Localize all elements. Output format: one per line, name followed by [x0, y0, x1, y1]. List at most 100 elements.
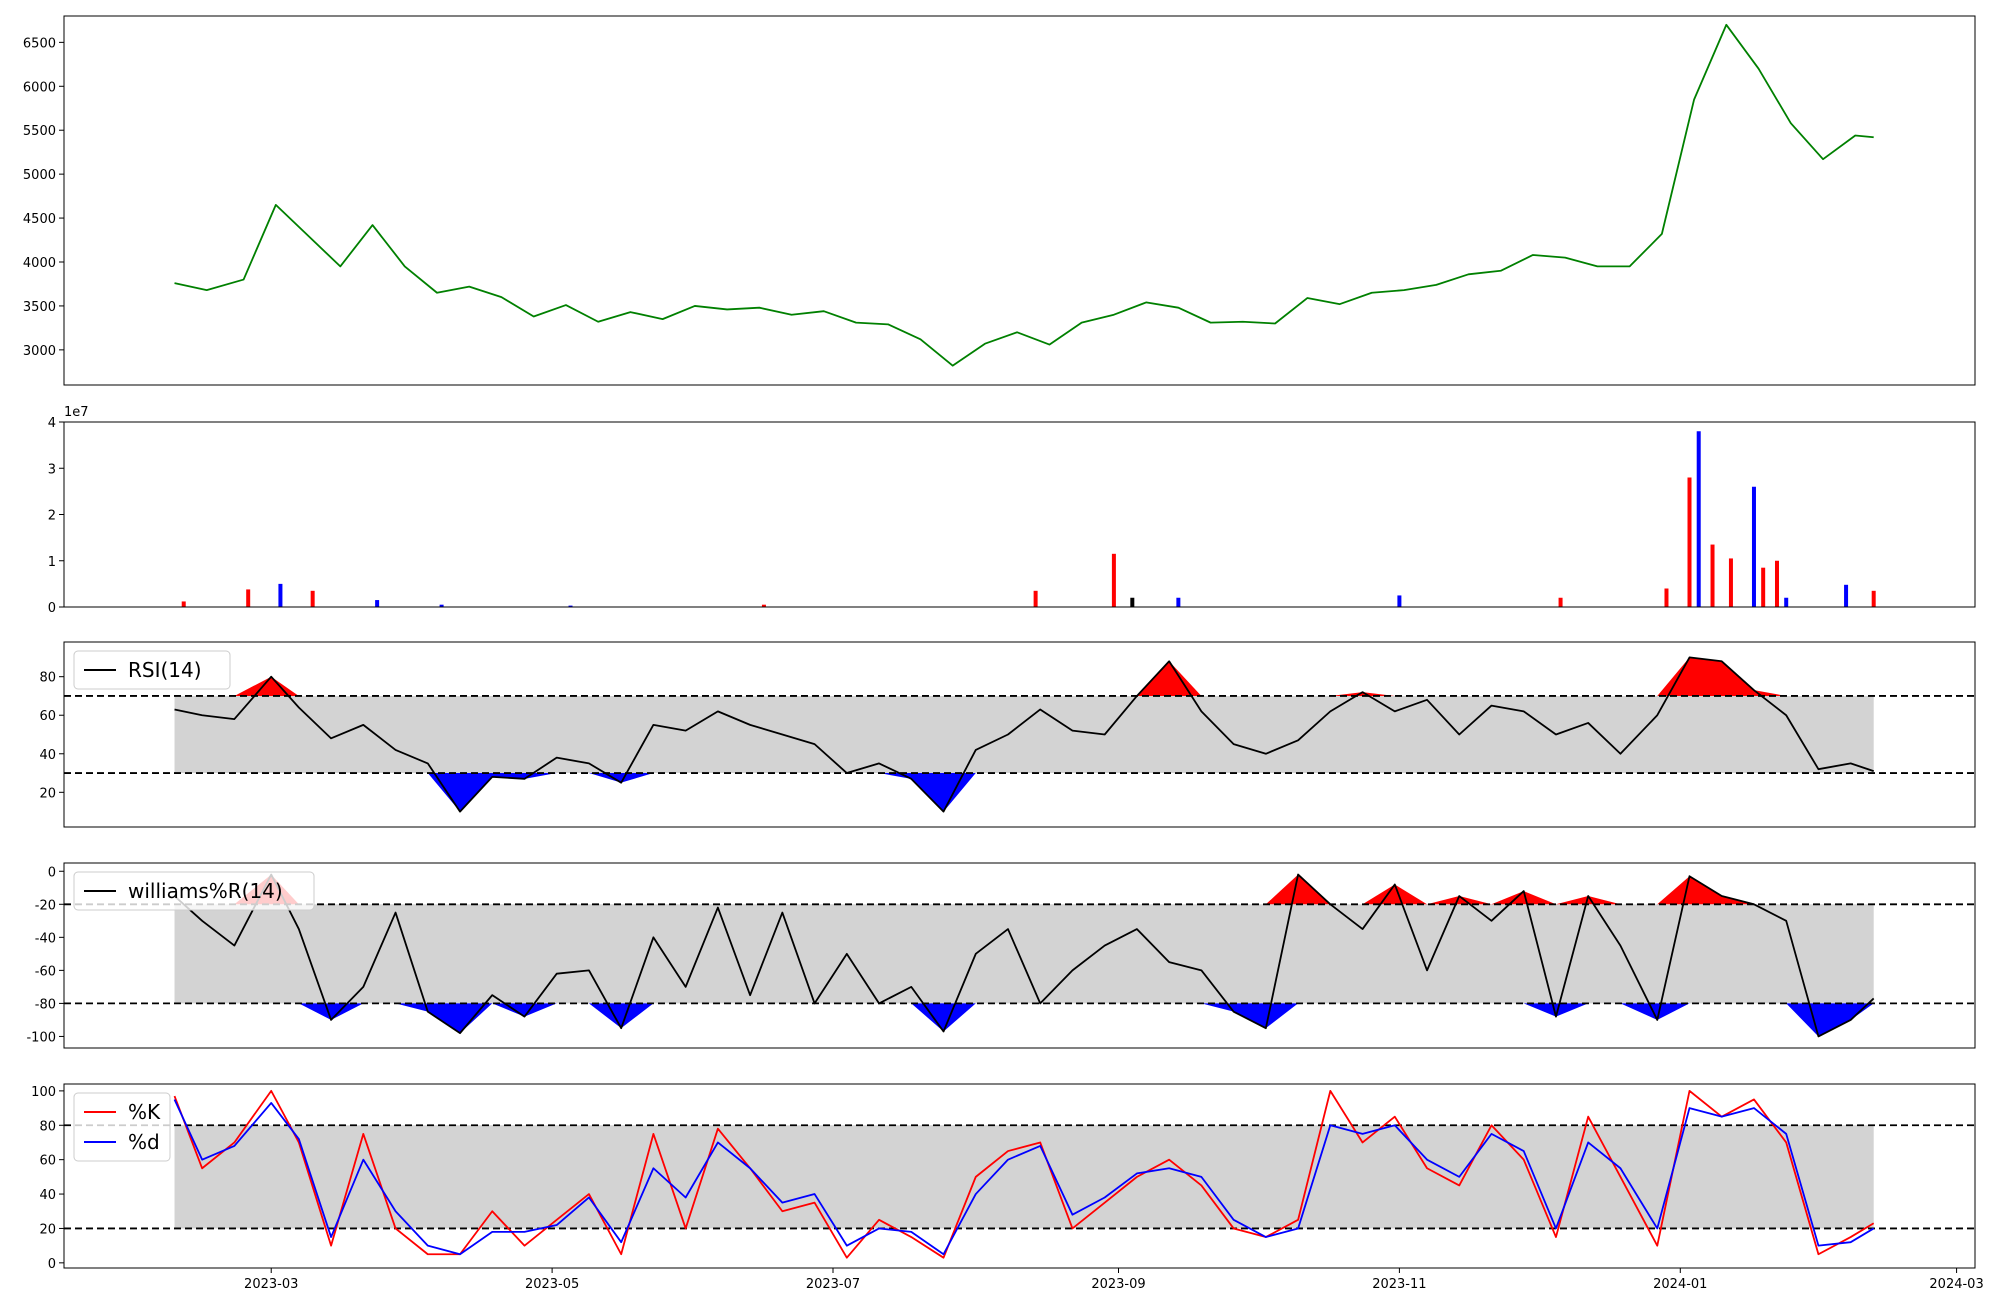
stochastic-axes-frame — [63, 1083, 1976, 1269]
y-tick-label: 4 — [48, 416, 56, 431]
y-tick-label: 3000 — [23, 344, 56, 359]
x-tick-label: 2023-07 — [806, 1277, 860, 1292]
legend-box — [73, 650, 231, 690]
overbought-fill — [1657, 876, 1754, 905]
y-tick-label: 60 — [39, 1154, 56, 1169]
volume-bar — [1761, 567, 1766, 607]
volume-bar — [278, 583, 283, 607]
neutral-band — [174, 695, 1874, 774]
rsi-panel: 20 40 60 80 RSI(14) — [39, 641, 1976, 828]
williams-axes-frame — [63, 862, 1976, 1049]
legend-label: williams%R(14) — [128, 879, 283, 903]
y-tick-label: 3 — [48, 462, 56, 477]
legend-label: %d — [128, 1130, 160, 1154]
y-tick-label: 5000 — [23, 168, 56, 183]
overbought-fill — [1555, 896, 1621, 905]
rsi-series-line — [174, 656, 1874, 813]
volume-bar — [1111, 553, 1116, 607]
price-panel: 3000 3500 4000 4500 5000 5500 6000 6500 — [23, 15, 1976, 386]
x-tick-label: 2023-03 — [244, 1277, 298, 1292]
y-tick-label: -100 — [26, 1030, 56, 1045]
volume-bar — [310, 590, 315, 607]
volume-bar — [1844, 584, 1849, 607]
overbought-fill — [1136, 661, 1202, 696]
y-tick-label: 3500 — [23, 300, 56, 315]
y-tick-label: 40 — [39, 748, 56, 763]
williams-panel: -100 -80 -60 -40 -20 0 williams%R(14) — [26, 862, 1976, 1049]
stochastic-panel: 0 20 40 60 80 100 %K %d — [31, 1083, 1976, 1272]
overbought-fill — [1657, 657, 1787, 696]
x-tick-label: 2023-05 — [525, 1277, 579, 1292]
y-tick-label: 80 — [39, 671, 56, 686]
oversold-fill — [1523, 1003, 1589, 1017]
volume-bar — [1687, 477, 1692, 607]
y-tick-label: 80 — [39, 1119, 56, 1134]
oversold-fill — [395, 1003, 493, 1034]
y-tick-label: 4500 — [23, 212, 56, 227]
x-tick-label: 2023-09 — [1091, 1277, 1145, 1292]
legend: RSI(14) — [73, 650, 231, 690]
overbought-fill — [1265, 874, 1331, 905]
y-tick-label: -20 — [35, 898, 56, 913]
price-axes-frame — [63, 15, 1976, 386]
y-tick-label: 6000 — [23, 80, 56, 95]
x-tick-label: 2024-03 — [1929, 1277, 1983, 1292]
oversold-fill — [1620, 1003, 1690, 1020]
volume-bar — [439, 604, 444, 607]
legend: %K %d — [73, 1092, 171, 1162]
volume-bar — [1397, 595, 1402, 607]
overbought-fill — [1330, 692, 1395, 696]
stochastic-series-line — [173, 1089, 1875, 1259]
y-tick-label: 20 — [39, 786, 56, 801]
oversold-fill — [911, 1003, 976, 1032]
volume-bar — [1130, 597, 1135, 607]
overbought-fill — [1362, 884, 1428, 905]
y-tick-label: 0 — [48, 865, 56, 880]
legend-box — [73, 871, 315, 911]
volume-bar — [1176, 597, 1181, 607]
oversold-fill — [588, 773, 654, 783]
oversold-fill — [879, 773, 976, 812]
neutral-band — [174, 1125, 1874, 1229]
volume-bar — [1710, 544, 1715, 607]
oversold-fill — [427, 773, 557, 812]
y-tick-label: 20 — [39, 1222, 56, 1237]
y-tick-label: 0 — [48, 1257, 56, 1272]
volume-bar — [1664, 588, 1669, 607]
y-tick-label: 40 — [39, 1188, 56, 1203]
oversold-fill — [492, 1003, 557, 1017]
y-tick-label: 5500 — [23, 124, 56, 139]
price-series-line — [174, 23, 1874, 367]
volume-bar — [1774, 560, 1779, 607]
rsi-axes-frame — [63, 641, 1976, 828]
stochastic-series-line-1 — [173, 1099, 1875, 1256]
oversold-fill — [1201, 1003, 1299, 1029]
williams-series-line — [173, 873, 1875, 1038]
y-tick-label: 6500 — [23, 36, 56, 51]
oversold-fill — [588, 1003, 654, 1029]
y-tick-label: -40 — [35, 931, 56, 946]
volume-bar — [375, 600, 380, 607]
oversold-fill — [298, 1003, 364, 1020]
x-tick-label: 2024-01 — [1653, 1277, 1707, 1292]
volume-bar — [1784, 597, 1789, 607]
volume-panel: 0 1 2 3 4 1e7 — [48, 405, 1976, 616]
y-tick-label: 1 — [48, 555, 56, 570]
y-tick-label: 60 — [39, 709, 56, 724]
x-tick-label: 2023-11 — [1372, 1277, 1426, 1292]
volume-bar — [1751, 486, 1756, 607]
overbought-fill — [1427, 896, 1492, 905]
volume-bar — [246, 589, 251, 607]
overbought-fill — [234, 676, 299, 696]
oversold-fill — [1786, 1003, 1874, 1037]
y-tick-label: 100 — [31, 1085, 56, 1100]
volume-bar — [1728, 558, 1733, 607]
volume-bar — [1033, 590, 1038, 607]
overbought-fill — [1491, 891, 1556, 905]
y-tick-label: -80 — [35, 997, 56, 1012]
y-tick-label: 2 — [48, 509, 56, 524]
legend: williams%R(14) — [73, 871, 315, 911]
volume-bar — [568, 605, 573, 607]
volume-bar — [1871, 590, 1876, 607]
